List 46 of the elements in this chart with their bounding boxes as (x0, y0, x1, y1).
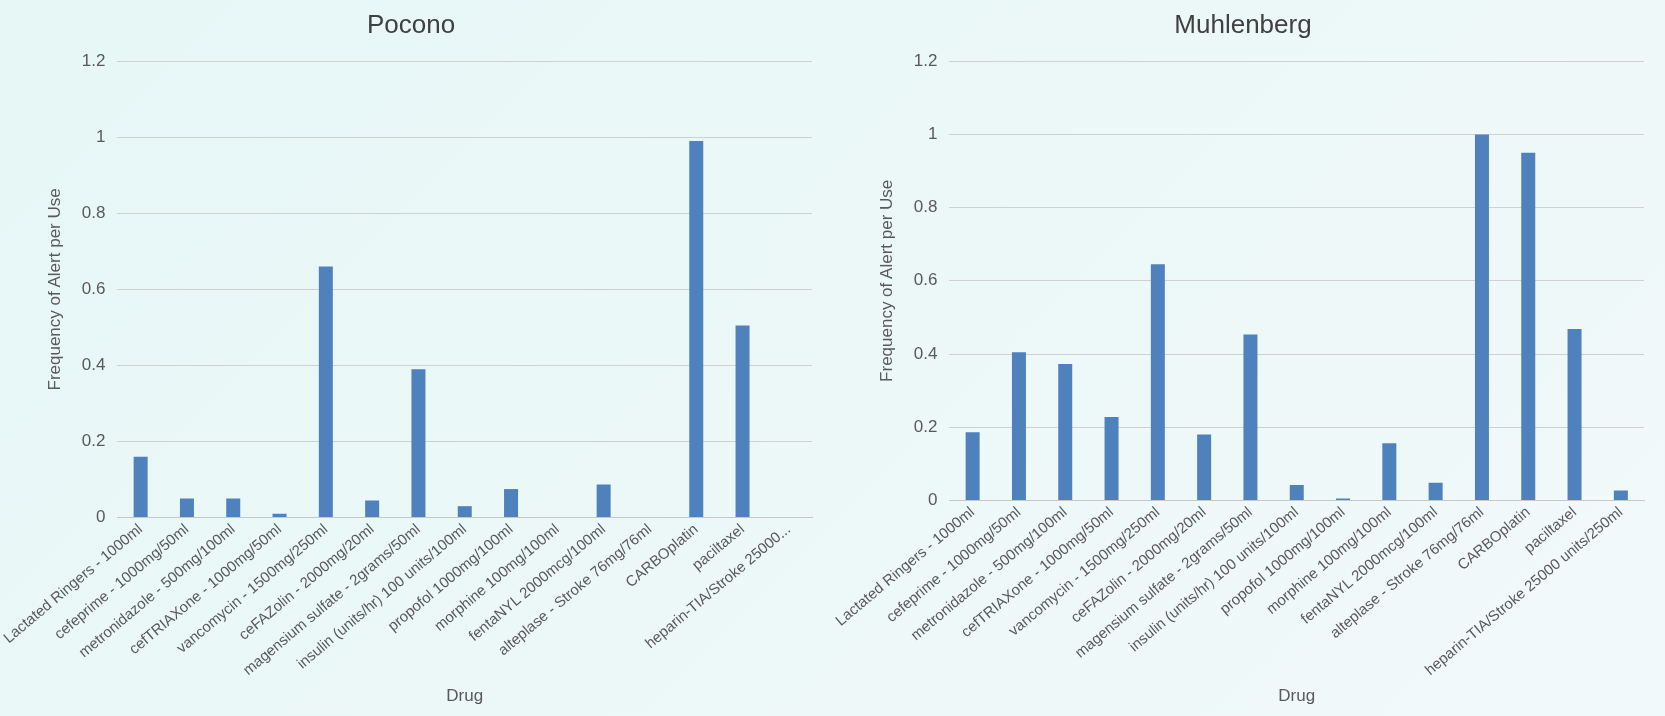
bar (411, 369, 426, 518)
y-tick-label: 0.8 (913, 197, 938, 217)
bar (1289, 485, 1304, 500)
bar (1567, 329, 1582, 500)
y-axis-title: Frequency of Alert per Use (45, 188, 65, 391)
bar (1150, 264, 1165, 500)
bar (1521, 152, 1536, 500)
y-tick-label: 1.2 (913, 50, 938, 70)
bar (1104, 416, 1119, 500)
bar (735, 325, 750, 518)
bar (1243, 334, 1258, 500)
bar (226, 498, 241, 518)
bar (1197, 434, 1212, 500)
x-axis-title: Drug (446, 686, 484, 706)
y-tick-label: 1.2 (81, 50, 106, 70)
y-tick-label: 1 (96, 126, 106, 146)
bar (1474, 134, 1489, 500)
bar (318, 266, 333, 518)
bar (365, 500, 380, 518)
chart-title: Muhlenberg (1174, 8, 1312, 39)
y-tick-label: 0.2 (913, 416, 938, 436)
y-tick-label: 0.6 (81, 279, 106, 299)
y-tick-label: 0.4 (913, 343, 938, 363)
y-axis-title: Frequency of Alert per Use (877, 179, 897, 382)
y-tick-label: 0 (928, 490, 938, 510)
bar (1613, 490, 1628, 500)
bar (133, 456, 148, 518)
y-tick-label: 0.6 (913, 270, 938, 290)
bar (272, 513, 287, 518)
bar (596, 484, 611, 518)
bar (504, 489, 519, 518)
chart-title: Pocono (366, 8, 456, 39)
bar (179, 498, 194, 518)
y-tick-label: 0.2 (81, 431, 106, 451)
y-tick-label: 0.8 (81, 203, 106, 223)
bar (1058, 363, 1073, 500)
y-tick-label: 0 (96, 507, 106, 527)
bar (1011, 352, 1026, 500)
x-axis-title: Drug (1278, 686, 1316, 706)
y-tick-label: 1 (928, 124, 938, 144)
bar (457, 506, 472, 518)
bar (1382, 443, 1397, 500)
bar (1428, 482, 1443, 500)
bar (689, 141, 704, 518)
y-tick-label: 0.4 (81, 355, 106, 375)
bar (965, 432, 980, 500)
